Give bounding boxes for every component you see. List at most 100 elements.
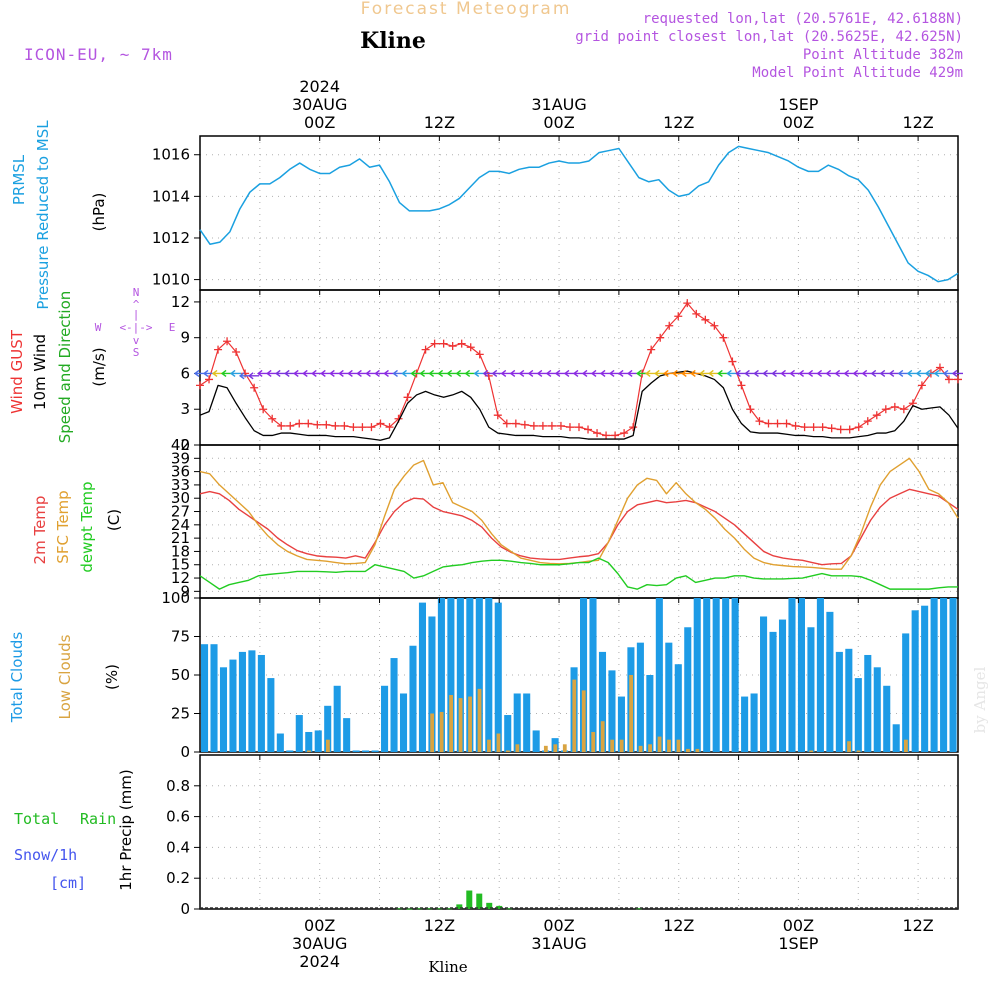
total-cloud-bar [655,598,663,752]
watermark: by Angel [971,666,989,733]
rain-bar [466,890,473,909]
total-cloud-bar [788,598,796,752]
rain-label-total: Total [14,810,59,828]
wind-y-tick-label: 9 [180,329,190,347]
svg-text:|: | [133,308,140,321]
gust-marker [556,421,565,430]
total-cloud-bar [854,678,862,752]
total-cloud-bar [646,675,654,752]
total-cloud-bar [437,598,445,752]
gust-marker [250,383,259,392]
total-cloud-bar [665,642,673,752]
gust-marker [899,405,908,414]
bottom-tick-label: 12Z [663,916,694,935]
total-cloud-bar [201,644,209,752]
gust-marker [611,431,620,440]
low-cloud-bar [591,731,596,752]
gust-marker [268,414,277,423]
temperature-y-tick-label: 12 [171,569,190,587]
low-cloud-bar [326,739,330,752]
gust-marker [277,421,286,430]
gust-marker [547,421,556,430]
compass-west: W [95,321,102,334]
total-cloud-bar [608,670,616,752]
clouds-frame [199,597,959,753]
total-cloud-bar [456,598,464,752]
temperature-y-tick-label: 33 [171,476,190,494]
total-cloud-bar [466,598,474,752]
total-cloud-bar [390,658,398,752]
total-cloud-bar [314,730,322,752]
temp-unit-label: (C) [105,509,123,531]
low-cloud-bar [667,739,671,752]
bottom-date-label: 30AUG [292,934,347,953]
total-cloud-bar [475,598,483,752]
temp-panel-labels: 2m Temp SFC Temp dewpt Temp (C) [31,481,123,572]
total-cloud-bar [684,627,692,752]
precipitation-panel: 0 0.2 0.4 0.6 0.8 [166,754,959,918]
gust-marker [917,381,926,390]
low-cloud-bar [496,733,501,752]
total-cloud-bar [229,659,237,752]
gust-marker [701,315,710,324]
temp2m-line [199,488,959,566]
rain-bar [436,908,443,910]
snow-label: Snow/1h [14,846,77,864]
gust-marker [403,393,412,402]
location-title: Kline [360,28,426,54]
wind10-line [199,370,959,441]
temperature-y-tick-label: 18 [171,542,190,560]
low-cloud-bar [477,688,482,752]
low-cloud-bar [581,690,586,752]
gust-marker [674,312,683,321]
gust-marker [493,411,502,420]
dewpoint-line [199,557,958,590]
top-tick-label: 12Z [424,113,455,132]
total-cloud-bar [324,705,332,752]
wind-speed-dir-label: Speed and Direction [56,291,74,444]
top-tick-label: 12Z [663,113,694,132]
total-cloud-bar [409,645,417,752]
clouds-y-tick-label: 25 [171,705,190,723]
low-cloud-bar [600,721,605,752]
low-cloud-bar [695,748,700,752]
bottom-tick-label: 00Z [543,916,574,935]
gust-marker [710,321,719,330]
gust-marker [502,419,511,428]
sfc-temp-label: SFC Temp [54,490,72,563]
total-cloud-bar [485,598,493,752]
gust-marker [385,423,394,432]
clouds-y-tick-label: 50 [171,666,190,684]
gust-marker [764,419,773,428]
gust-marker [475,350,484,359]
total-cloud-bar [523,693,531,752]
wind-y-tick-label: 3 [180,400,190,418]
rain-bar [486,902,493,909]
gust-marker [421,345,430,354]
wind10-label: 10m Wind [31,334,49,410]
clouds-y-tick-label: 0 [180,743,190,761]
gust-marker [584,425,593,434]
gust-marker [845,425,854,434]
temperature-y-tick-label: 24 [171,516,190,534]
total-cloud-bar [343,718,351,752]
bottom-tick-label: 12Z [902,916,933,935]
total-cloud-bar [741,696,749,752]
total-cloud-bar [892,724,900,752]
gust-marker [719,333,728,342]
total-cloud-bar [447,598,455,752]
total-cloud-bar [826,611,834,752]
wind-direction-arrow [951,369,963,378]
svg-text:^: ^ [133,298,140,311]
low-cloud-bar [638,745,643,752]
compass-rose: W <-|-> E N ^ | v S [95,286,176,359]
svg-text:<-|->: <-|-> [119,321,152,334]
low-cloud-bar [487,739,491,752]
wind-frame [199,289,959,446]
gust-marker [800,423,809,432]
low-cloud-bar [648,744,652,752]
compass-south: S [133,346,140,359]
low-cloud-bar [506,750,510,752]
